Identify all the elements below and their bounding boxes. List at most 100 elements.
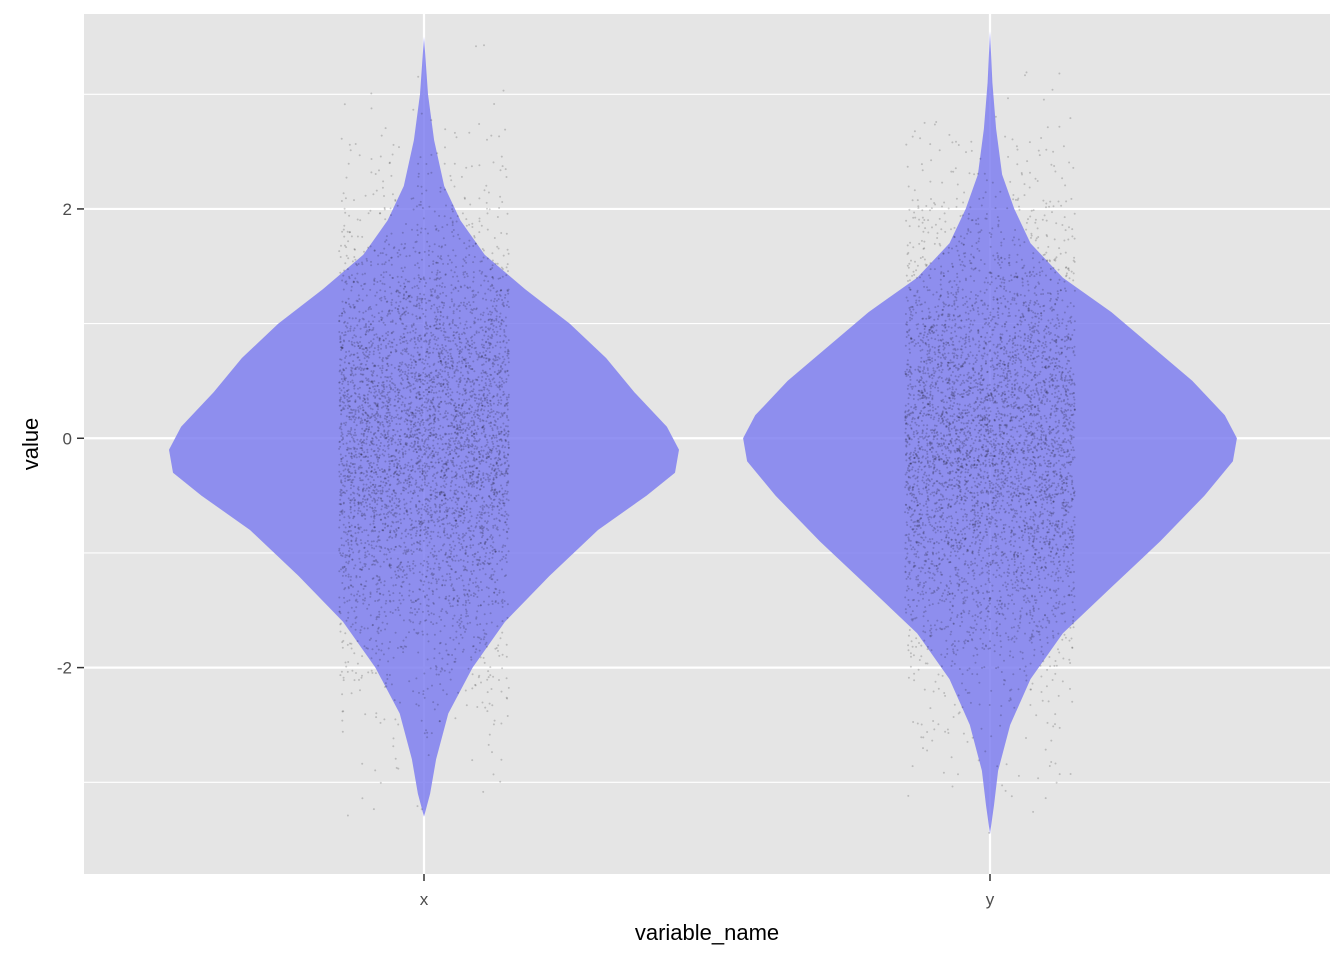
jitter-point [419,317,422,320]
jitter-point [458,486,461,488]
jitter-point [407,372,410,375]
jitter-point [353,334,356,337]
jitter-point [387,524,390,527]
jitter-point [385,504,388,507]
jitter-point [351,317,354,320]
jitter-point [431,456,434,459]
jitter-point [340,422,343,425]
jitter-point [346,474,349,477]
jitter-point [465,224,468,227]
jitter-point [439,357,441,360]
jitter-point [493,371,496,373]
jitter-point [438,562,441,565]
jitter-point [443,474,446,477]
jitter-point [436,520,439,523]
jitter-point [471,560,474,563]
jitter-point [386,445,389,448]
jitter-point [505,380,508,383]
jitter-point [445,451,448,454]
jitter-point [374,483,377,486]
jitter-point [449,437,452,440]
jitter-point [428,465,431,468]
jitter-point [451,605,454,608]
jitter-point [486,710,489,713]
jitter-point [423,366,426,369]
jitter-point [382,401,385,404]
jitter-point [493,548,496,551]
jitter-point [450,269,453,272]
jitter-point [340,389,343,392]
jitter-point [403,405,406,408]
jitter-point [474,415,477,418]
jitter-point [351,498,354,501]
jitter-point [386,433,389,436]
jitter-point [507,270,509,273]
jitter-point [350,418,353,421]
jitter-point [452,598,455,601]
jitter-point [377,490,380,493]
jitter-point [350,457,353,460]
jitter-point [406,565,409,568]
jitter-point [413,340,416,343]
jitter-point [340,473,342,476]
jitter-point [405,577,408,579]
jitter-point [477,479,480,482]
jitter-point [422,423,425,426]
jitter-point [339,358,342,361]
jitter-point [432,701,435,704]
jitter-point [475,308,478,311]
jitter-point [342,274,345,277]
jitter-point [465,466,468,469]
jitter-point [448,507,451,510]
jitter-point [466,434,469,437]
jitter-point [384,615,387,618]
jitter-point [460,421,463,424]
jitter-point [341,719,344,722]
jitter-point [489,504,492,507]
jitter-point [398,470,401,473]
jitter-point [420,414,423,417]
jitter-point [462,331,465,334]
jitter-point [491,600,494,603]
jitter-point [398,305,400,307]
violin-x [169,36,679,817]
jitter-point [413,440,416,443]
jitter-point [456,391,459,394]
jitter-point [464,566,467,569]
jitter-point [387,515,390,518]
jitter-point [442,304,445,307]
jitter-point [395,344,398,346]
jitter-point [447,442,450,445]
jitter-point [426,327,429,330]
jitter-point [409,390,412,393]
jitter-point [507,393,510,396]
jitter-point [352,381,355,384]
jitter-point [458,467,461,470]
jitter-point [487,288,490,291]
jitter-point [341,344,344,347]
jitter-point [487,446,490,449]
jitter-point [355,575,358,577]
jitter-point [501,299,504,301]
jitter-point [436,306,438,309]
jitter-point [354,617,357,620]
jitter-point [384,218,387,221]
jitter-point [434,370,437,373]
jitter-point [500,758,503,761]
jitter-point [338,596,341,599]
jitter-point [419,470,421,473]
jitter-point [356,264,358,267]
jitter-point [493,457,496,460]
jitter-point [420,278,422,281]
jitter-point [456,604,459,607]
jitter-point [458,341,461,344]
jitter-point [390,525,393,528]
jitter-point [475,433,478,436]
jitter-point [506,398,509,401]
jitter-point [405,488,407,490]
jitter-point [388,462,391,465]
jitter-point [429,667,432,670]
jitter-point [413,608,416,611]
jitter-point [425,282,427,284]
jitter-point [481,419,484,422]
